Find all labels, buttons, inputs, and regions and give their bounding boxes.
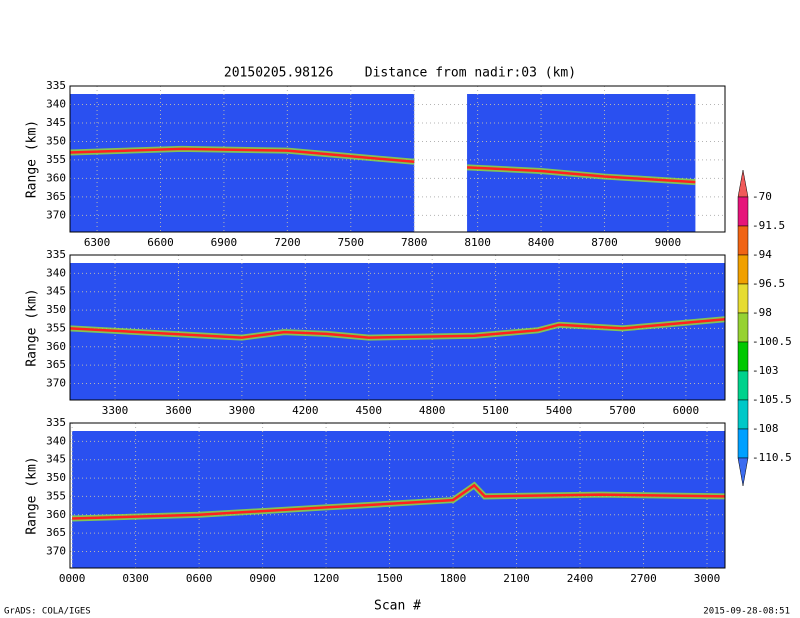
x-tick-label: 0000 bbox=[59, 572, 86, 585]
x-tick-label: 1200 bbox=[313, 572, 340, 585]
y-tick-label: 355 bbox=[46, 489, 66, 502]
x-tick-label: 4200 bbox=[292, 404, 319, 417]
x-tick-label: 3600 bbox=[165, 404, 192, 417]
y-tick-label: 360 bbox=[46, 340, 66, 353]
x-tick-label: 8400 bbox=[528, 236, 555, 249]
x-tick-label: 8100 bbox=[464, 236, 491, 249]
y-axis-label: Range (km) bbox=[25, 120, 40, 198]
x-tick-label: 0300 bbox=[122, 572, 149, 585]
x-tick-label: 6900 bbox=[211, 236, 238, 249]
y-tick-label: 340 bbox=[46, 434, 66, 447]
y-tick-label: 335 bbox=[46, 416, 66, 429]
y-tick-label: 365 bbox=[46, 358, 66, 371]
plot-frame bbox=[69, 254, 726, 401]
y-tick-label: 360 bbox=[46, 508, 66, 521]
y-tick-label: 360 bbox=[46, 171, 66, 184]
y-tick-label: 370 bbox=[46, 208, 66, 221]
x-tick-label: 6000 bbox=[673, 404, 700, 417]
y-tick-label: 335 bbox=[46, 248, 66, 261]
colorbar-band bbox=[737, 428, 749, 459]
y-tick-label: 340 bbox=[46, 97, 66, 110]
x-tick-label: 0900 bbox=[249, 572, 276, 585]
footer-left: GrADS: COLA/IGES bbox=[4, 607, 91, 617]
surface-line bbox=[72, 483, 726, 520]
colorbar-band bbox=[737, 341, 749, 372]
x-tick-label: 5100 bbox=[482, 404, 509, 417]
colorbar-label: -105.5 bbox=[752, 393, 792, 406]
y-tick-label: 345 bbox=[46, 116, 66, 129]
data-coverage bbox=[72, 431, 725, 568]
y-tick-label: 350 bbox=[46, 303, 66, 316]
x-tick-label: 6600 bbox=[147, 236, 174, 249]
x-axis-label: Scan # bbox=[374, 599, 421, 614]
x-tick-label: 7800 bbox=[401, 236, 428, 249]
y-tick-label: 355 bbox=[46, 321, 66, 334]
surface-line bbox=[69, 147, 696, 184]
x-tick-label: 5700 bbox=[609, 404, 636, 417]
x-tick-label: 9000 bbox=[655, 236, 682, 249]
colorbar-band bbox=[737, 283, 749, 314]
colorbar-label: -110.5 bbox=[752, 451, 792, 464]
x-tick-label: 2700 bbox=[630, 572, 657, 585]
x-tick-label: 6300 bbox=[84, 236, 111, 249]
x-tick-label: 7200 bbox=[274, 236, 301, 249]
x-tick-label: 0600 bbox=[186, 572, 213, 585]
colorbar-cap bbox=[737, 169, 749, 198]
data-coverage bbox=[70, 94, 415, 232]
x-tick-label: 5400 bbox=[546, 404, 573, 417]
y-axis-label: Range (km) bbox=[25, 288, 40, 366]
y-tick-label: 345 bbox=[46, 453, 66, 466]
x-tick-label: 1500 bbox=[376, 572, 403, 585]
y-tick-label: 350 bbox=[46, 471, 66, 484]
colorbar-band bbox=[737, 370, 749, 401]
y-tick-label: 340 bbox=[46, 266, 66, 279]
colorbar-label: -70 bbox=[752, 190, 772, 203]
surface-line bbox=[69, 317, 726, 339]
colorbar-cap bbox=[737, 457, 749, 487]
y-tick-label: 345 bbox=[46, 285, 66, 298]
x-tick-label: 4500 bbox=[355, 404, 382, 417]
y-tick-label: 350 bbox=[46, 134, 66, 147]
x-tick-label: 2100 bbox=[503, 572, 530, 585]
colorbar-label: -94 bbox=[752, 248, 772, 261]
y-tick-label: 355 bbox=[46, 153, 66, 166]
colorbar-band bbox=[737, 196, 749, 227]
y-axis-label: Range (km) bbox=[25, 456, 40, 534]
colorbar-band bbox=[737, 254, 749, 285]
data-coverage bbox=[467, 94, 696, 232]
colorbar-label: -103 bbox=[752, 364, 779, 377]
plot-frame bbox=[69, 422, 726, 569]
colorbar-label: -91.5 bbox=[752, 219, 785, 232]
x-tick-label: 7500 bbox=[338, 236, 365, 249]
x-tick-label: 3300 bbox=[102, 404, 129, 417]
y-tick-label: 370 bbox=[46, 376, 66, 389]
x-tick-label: 2400 bbox=[567, 572, 594, 585]
colorbar-band bbox=[737, 399, 749, 430]
colorbar-label: -100.5 bbox=[752, 335, 792, 348]
x-tick-label: 3900 bbox=[229, 404, 256, 417]
x-tick-label: 3000 bbox=[694, 572, 721, 585]
colorbar-band bbox=[737, 312, 749, 343]
y-tick-label: 335 bbox=[46, 79, 66, 92]
x-tick-label: 8700 bbox=[591, 236, 618, 249]
x-tick-label: 4800 bbox=[419, 404, 446, 417]
footer-right: 2015-09-28-08:51 bbox=[703, 607, 790, 617]
colorbar-label: -98 bbox=[752, 306, 772, 319]
colorbar-band bbox=[737, 225, 749, 256]
y-tick-label: 365 bbox=[46, 190, 66, 203]
colorbar-label: -108 bbox=[752, 422, 779, 435]
plot-frame bbox=[69, 85, 726, 233]
x-tick-label: 1800 bbox=[440, 572, 467, 585]
colorbar-label: -96.5 bbox=[752, 277, 785, 290]
y-tick-label: 365 bbox=[46, 526, 66, 539]
y-tick-label: 370 bbox=[46, 544, 66, 557]
chart-title: 20150205.98126 Distance from nadir:03 (k… bbox=[224, 66, 576, 81]
